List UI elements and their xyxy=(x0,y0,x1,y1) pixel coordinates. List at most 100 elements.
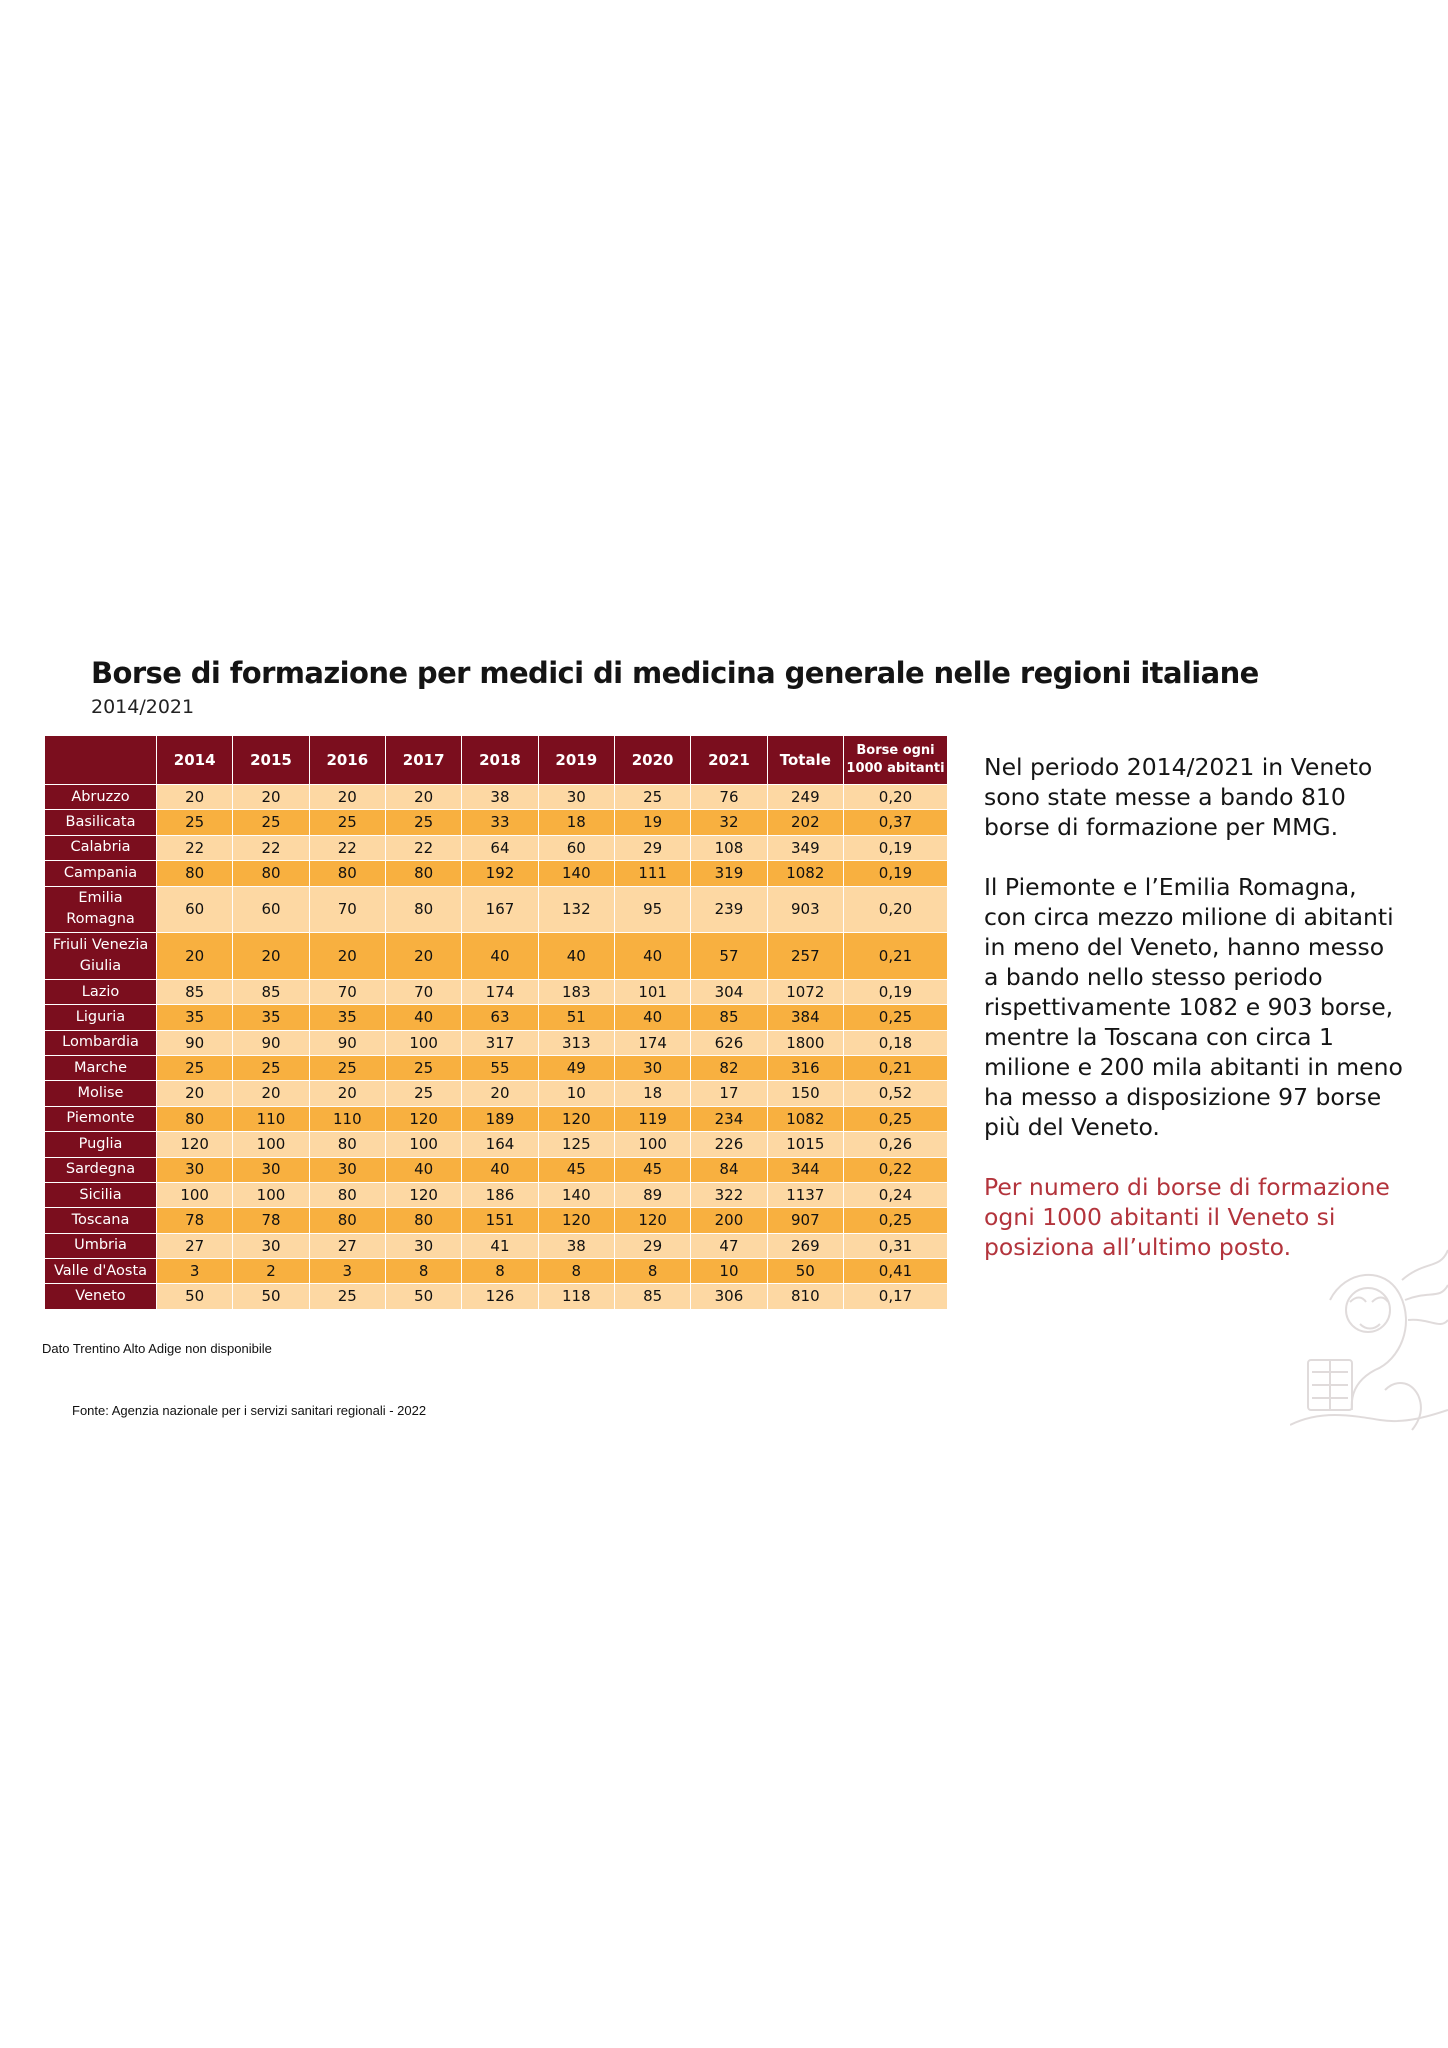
table-cell: 8 xyxy=(537,1258,615,1285)
table-cell: 33 xyxy=(461,809,539,836)
table-cell: 120 xyxy=(384,1181,463,1209)
table-cell: 304 xyxy=(690,978,768,1006)
table-cell: 29 xyxy=(613,1232,692,1260)
source-note: Fonte: Agenzia nazionale per i servizi s… xyxy=(72,1403,427,1418)
table-cell: 119 xyxy=(613,1105,692,1133)
table-cell: 85 xyxy=(613,1283,692,1310)
table-cell: 20 xyxy=(308,932,386,980)
table-cell: 10 xyxy=(690,1258,768,1285)
table-row: Abruzzo 20 20 20 20 38 30 25 76 249 0,20 xyxy=(44,783,948,811)
table-cell: 76 xyxy=(690,783,768,811)
region-name: Toscana xyxy=(44,1207,157,1234)
table-cell: 140 xyxy=(537,1181,615,1209)
table-cell: 322 xyxy=(690,1181,768,1209)
table-cell: 80 xyxy=(384,860,463,887)
table-header-cell: 2019 xyxy=(537,735,615,785)
table-cell: 249 xyxy=(766,783,845,811)
table-cell: 20 xyxy=(232,1080,310,1107)
table-cell: 186 xyxy=(461,1181,539,1209)
table-cell: 234 xyxy=(690,1105,768,1133)
table-cell: 82 xyxy=(690,1055,768,1082)
table-row: Valle d'Aosta 3 2 3 8 8 8 8 10 50 0,41 xyxy=(44,1258,948,1285)
table-cell: 0,21 xyxy=(843,932,948,980)
table-row: Puglia 120 100 80 100 164 125 100 226 1015 0,26 xyxy=(44,1131,948,1158)
table-cell: 0,17 xyxy=(843,1283,948,1310)
table-cell: 384 xyxy=(766,1004,845,1031)
table-cell: 80 xyxy=(308,1207,386,1234)
table-cell: 25 xyxy=(613,783,692,811)
region-name: Puglia xyxy=(44,1131,157,1158)
table-cell: 183 xyxy=(537,978,615,1006)
table-cell: 50 xyxy=(232,1283,310,1310)
table-cell: 20 xyxy=(384,932,463,980)
table-cell: 151 xyxy=(461,1207,539,1234)
table-cell: 0,19 xyxy=(843,860,948,887)
table-header-corner xyxy=(44,735,157,785)
table-cell: 18 xyxy=(537,809,615,836)
region-name-line: Friuli Venezia xyxy=(52,937,149,954)
table-header-cell: 2021 xyxy=(690,735,768,785)
table-cell: 239 xyxy=(690,885,768,934)
table-cell: 903 xyxy=(766,885,845,934)
table-cell: 3 xyxy=(308,1258,386,1285)
table-header-cell: 2020 xyxy=(613,735,692,785)
table-cell: 0,20 xyxy=(843,783,948,811)
table-cell: 32 xyxy=(690,809,768,836)
table-cell: 30 xyxy=(537,783,615,811)
table-row: Sicilia 100 100 80 120 186 140 89 322 1137 0,24 xyxy=(44,1181,948,1209)
table-cell: 25 xyxy=(308,809,386,836)
table-cell: 84 xyxy=(690,1156,768,1183)
table-cell: 25 xyxy=(384,809,463,836)
table-cell: 85 xyxy=(690,1004,768,1031)
table-cell: 0,52 xyxy=(843,1080,948,1107)
region-name: Veneto xyxy=(44,1283,157,1310)
table-cell: 47 xyxy=(690,1232,768,1260)
table-cell: 0,18 xyxy=(843,1029,948,1057)
table-cell: 344 xyxy=(766,1156,845,1183)
table-cell: 202 xyxy=(766,809,845,836)
table-row: Friuli Venezia Giulia 20 20 20 20 40 40 40 57 257 0… xyxy=(44,932,948,980)
table-cell: 41 xyxy=(461,1232,539,1260)
table-row: Molise 20 20 20 25 20 10 18 17 150 0,52 xyxy=(44,1080,948,1107)
table-cell: 120 xyxy=(155,1131,234,1158)
table-cell: 257 xyxy=(766,932,845,980)
table-row: Basilicata 25 25 25 25 33 18 19 32 202 0,37 xyxy=(44,809,948,836)
region-name: Molise xyxy=(44,1080,157,1107)
region-name: Sardegna xyxy=(44,1156,157,1183)
table-cell: 1082 xyxy=(766,860,845,887)
table-cell: 1072 xyxy=(766,978,845,1006)
table-cell: 100 xyxy=(384,1131,463,1158)
table-cell: 60 xyxy=(537,834,615,862)
table-cell: 200 xyxy=(690,1207,768,1234)
table-cell: 316 xyxy=(766,1055,845,1082)
table-cell: 85 xyxy=(232,978,310,1006)
table-cell: 40 xyxy=(384,1156,463,1183)
commentary: Nel periodo 2014/2021 in Veneto sono sta… xyxy=(984,752,1404,1292)
table-cell: 25 xyxy=(232,809,310,836)
region-name: Campania xyxy=(44,860,157,887)
region-name: Sicilia xyxy=(44,1181,157,1209)
table-cell: 164 xyxy=(461,1131,539,1158)
region-name: Emilia Romagna xyxy=(44,885,157,934)
region-name-line: Romagna xyxy=(66,911,135,928)
table-cell: 64 xyxy=(461,834,539,862)
table-cell: 55 xyxy=(461,1055,539,1082)
table-cell: 51 xyxy=(537,1004,615,1031)
region-name-line: Emilia xyxy=(78,890,123,907)
table-cell: 349 xyxy=(766,834,845,862)
table-cell: 22 xyxy=(384,834,463,862)
table-cell: 1137 xyxy=(766,1181,845,1209)
table-cell: 174 xyxy=(461,978,539,1006)
table-cell: 10 xyxy=(537,1080,615,1107)
table-cell: 49 xyxy=(537,1055,615,1082)
table-cell: 110 xyxy=(308,1105,386,1133)
table-cell: 40 xyxy=(613,932,692,980)
footnote: Dato Trentino Alto Adige non disponibile xyxy=(42,1341,272,1356)
table-header-cell: 2018 xyxy=(461,735,539,785)
table-cell: 80 xyxy=(232,860,310,887)
table-cell: 0,25 xyxy=(843,1004,948,1031)
table-cell: 40 xyxy=(461,932,539,980)
table-cell: 22 xyxy=(308,834,386,862)
table-cell: 89 xyxy=(613,1181,692,1209)
table-cell: 30 xyxy=(613,1055,692,1082)
